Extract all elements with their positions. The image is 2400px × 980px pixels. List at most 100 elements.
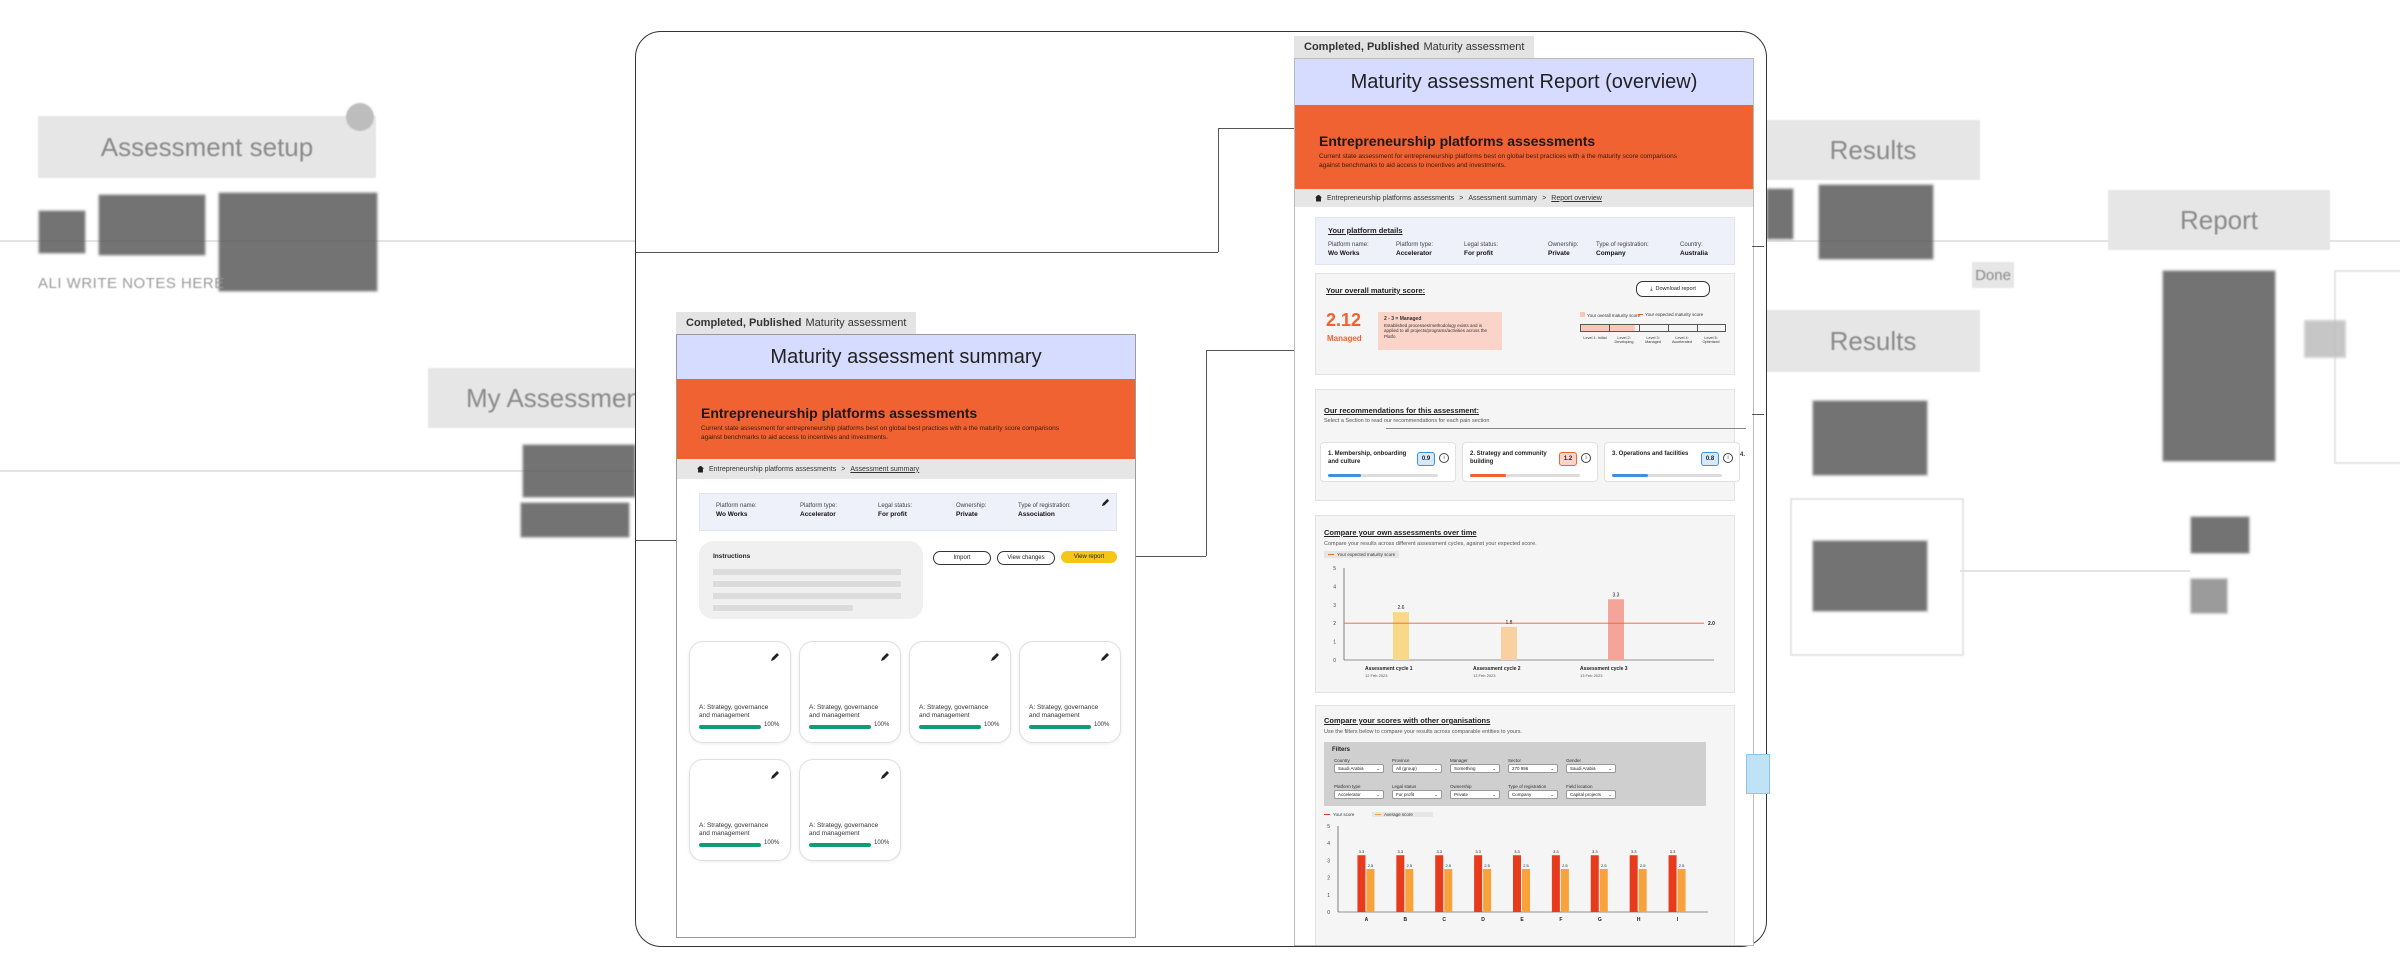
section-card[interactable]: A: Strategy, governance and management 1… <box>799 759 901 861</box>
filter-legal-status-select[interactable]: For profit ⌄ <box>1392 790 1442 799</box>
hero-description: Current state assessment for entrepreneu… <box>701 425 1060 441</box>
bar-your-score <box>1357 855 1366 912</box>
recommendation-card[interactable]: 3. Operations and facilities 0.8 i <box>1604 442 1740 482</box>
filter-gender-select[interactable]: Saudi Arabia ⌄ <box>1566 764 1616 773</box>
section-card[interactable]: A: Strategy, governance and management 1… <box>689 641 791 743</box>
bg-thumbnail <box>2304 320 2346 358</box>
edit-pencil-icon[interactable] <box>880 652 890 662</box>
bg-thumbnail <box>2162 270 2276 462</box>
filter-ownership-select[interactable]: Private ⌄ <box>1450 790 1500 799</box>
section-card[interactable]: A: Strategy, governance and management 1… <box>799 641 901 743</box>
bar-your-score <box>1629 855 1638 912</box>
breadcrumb-link[interactable]: Entrepreneurship platforms assessments <box>1327 194 1455 202</box>
bar-average-score <box>1366 869 1375 912</box>
platform-details-heading: Your platform details <box>1328 226 1403 235</box>
card-progress-bar <box>809 843 871 847</box>
x-tick-label: I <box>1677 917 1679 923</box>
compare-time-legend: Your expected maturity score <box>1324 551 1400 558</box>
recommendation-card[interactable]: 2. Strategy and community building 1.2 i <box>1462 442 1598 482</box>
bg-results-label: Results <box>1766 120 1980 180</box>
recommendation-card[interactable]: 1. Membership, onboarding and culture 0.… <box>1320 442 1456 482</box>
recommendation-card-partial[interactable]: 4. <box>1740 452 1746 458</box>
hero-title: Entrepreneurship platforms assessments <box>1319 133 1596 149</box>
info-icon[interactable]: i <box>1723 453 1733 463</box>
compare-orgs-sub: Use the filters below to compare your re… <box>1324 729 1523 735</box>
detail-country: Country: Australia <box>1680 242 1708 257</box>
card-title: A: Strategy, governance and management <box>809 822 879 838</box>
edit-pencil-icon[interactable] <box>770 652 780 662</box>
info-icon[interactable]: i <box>1439 453 1449 463</box>
section-card[interactable]: A: Strategy, governance and management 1… <box>1019 641 1121 743</box>
card-progress-label: 100% <box>764 722 780 728</box>
edit-pencil-icon[interactable] <box>1100 652 1110 662</box>
bg-thumbnail <box>98 194 206 256</box>
breadcrumb-current[interactable]: Assessment summary <box>850 465 920 473</box>
section-card[interactable]: A: Strategy, governance and management 1… <box>909 641 1011 743</box>
level-description: 2 - 3 = Managed Established processes/me… <box>1378 312 1502 350</box>
score-badge: 0.8 <box>1701 452 1719 466</box>
bg-assessment-setup-label: Assessment setup <box>38 116 376 178</box>
data-label: 3.3 <box>1398 849 1404 854</box>
filter-province-select[interactable]: All (group) ⌄ <box>1392 764 1442 773</box>
breadcrumb: Entrepreneurship platforms assessments >… <box>1295 189 1753 207</box>
edit-pencil-icon[interactable] <box>770 770 780 780</box>
summary-title: Maturity assessment summary <box>677 335 1135 379</box>
scale-level-5: Level 5: Optimised <box>1702 336 1720 344</box>
edit-pencil-icon[interactable] <box>880 770 890 780</box>
scale-level-2: Level 2: Developing <box>1614 336 1634 344</box>
score-fill <box>1612 474 1648 477</box>
chevron-down-icon: ⌄ <box>1376 791 1380 797</box>
breadcrumb-link[interactable]: Assessment summary <box>1468 194 1538 202</box>
filter-field-location-select[interactable]: Capital projects ⌄ <box>1566 790 1616 799</box>
filter-country-select[interactable]: Saudi Arabia ⌄ <box>1334 764 1384 773</box>
view-report-button[interactable]: View report <box>1061 551 1117 563</box>
reference-line-label: 2.0 <box>1708 621 1715 627</box>
filter-platform-type-select[interactable]: Accelerator ⌄ <box>1334 790 1384 799</box>
score-badge: 1.2 <box>1559 452 1577 466</box>
connector-line <box>1206 350 1294 351</box>
filter-label: Gender <box>1566 758 1582 763</box>
x-tick-label: E <box>1520 917 1524 923</box>
maturity-heading: Your overall maturity score: <box>1326 286 1426 295</box>
home-icon[interactable] <box>697 465 704 473</box>
breadcrumb-link[interactable]: Entrepreneurship platforms assessments <box>709 465 837 473</box>
connector-line <box>1218 128 1294 129</box>
filter-registration-select[interactable]: Company ⌄ <box>1508 790 1558 799</box>
x-tick-date: 13 Feb 2023 <box>1580 673 1603 678</box>
report-title: Maturity assessment Report (overview) <box>1295 59 1753 105</box>
info-icon[interactable]: i <box>1581 453 1591 463</box>
filter-manager-select[interactable]: Something ⌄ <box>1450 764 1500 773</box>
bg-flow-line <box>1765 240 2400 242</box>
platform-details: Platform name: Wo Works Platform type: Acc… <box>699 493 1117 531</box>
maturity-scale-fill <box>1581 325 1635 331</box>
compare-time-sub: Compare your results across different as… <box>1324 541 1537 547</box>
bar <box>1393 612 1409 660</box>
section-card[interactable]: A: Strategy, governance and management 1… <box>689 759 791 861</box>
card-progress-bar <box>699 843 761 847</box>
filter-label: Type of registration <box>1508 784 1547 789</box>
x-tick-label: C <box>1442 917 1446 923</box>
card-progress-bar <box>919 725 981 729</box>
edit-pencil-icon[interactable] <box>1101 498 1110 507</box>
import-button[interactable]: Import <box>933 551 991 565</box>
breadcrumb-current[interactable]: Report overview <box>1551 194 1602 202</box>
edit-pencil-icon[interactable] <box>990 652 1000 662</box>
filter-label: Legal status <box>1392 784 1417 789</box>
download-report-button[interactable]: ⤓ Download report <box>1636 281 1710 297</box>
detail-platform-name: Platform name: Wo Works <box>716 503 757 518</box>
data-label: 3.3 <box>1514 849 1520 854</box>
bar <box>1501 626 1517 660</box>
view-changes-button[interactable]: View changes <box>997 551 1055 565</box>
home-icon[interactable] <box>1315 194 1322 202</box>
bg-thumbnail <box>2190 516 2250 554</box>
x-tick-label: Assessment cycle 2 <box>1473 666 1521 672</box>
bg-thumbnail <box>1812 540 1928 612</box>
chevron-down-icon: ⌄ <box>1608 765 1612 771</box>
filter-sector-select[interactable]: 270 996 ⌄ <box>1508 764 1558 773</box>
report-panel: Maturity assessment Report (overview) En… <box>1294 58 1754 946</box>
filter-label: Sector <box>1508 758 1522 763</box>
card-progress-bar <box>809 725 871 729</box>
filter-label: Ownership <box>1450 784 1472 789</box>
maturity-scale <box>1580 324 1726 332</box>
x-tick-label: F <box>1559 917 1562 923</box>
